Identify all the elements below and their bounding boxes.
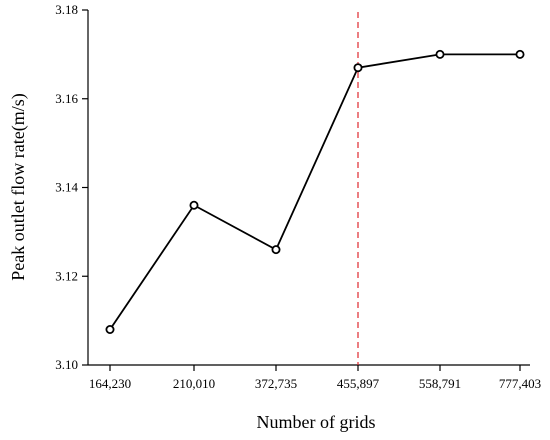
- plot-area: 3.10 3.12 3.14 3.16 3.18 164,230 210,010 372,73…: [55, 2, 541, 391]
- y-tick-label: 3.10: [55, 357, 78, 372]
- y-tick-label: 3.16: [55, 91, 78, 106]
- x-axis-title: Number of grids: [257, 412, 376, 432]
- y-tick-label: 3.14: [55, 180, 78, 195]
- x-tick-label: 210,010: [173, 376, 215, 391]
- data-point: [353, 63, 363, 73]
- x-tick-label: 777,403: [499, 376, 541, 391]
- data-point: [515, 49, 525, 59]
- x-tick-label: 558,791: [419, 376, 461, 391]
- x-tick-label: 455,897: [337, 376, 380, 391]
- data-point: [189, 200, 199, 210]
- x-tick-label: 164,230: [89, 376, 131, 391]
- y-tick-label: 3.12: [55, 268, 78, 283]
- data-point: [435, 49, 445, 59]
- series-line: [109, 53, 520, 331]
- y-tick-label: 3.18: [55, 2, 78, 17]
- x-tick-label: 372,735: [255, 376, 297, 391]
- data-point: [271, 245, 281, 255]
- data-point: [105, 324, 115, 334]
- y-axis-title: Peak outlet flow rate(m/s): [8, 93, 29, 280]
